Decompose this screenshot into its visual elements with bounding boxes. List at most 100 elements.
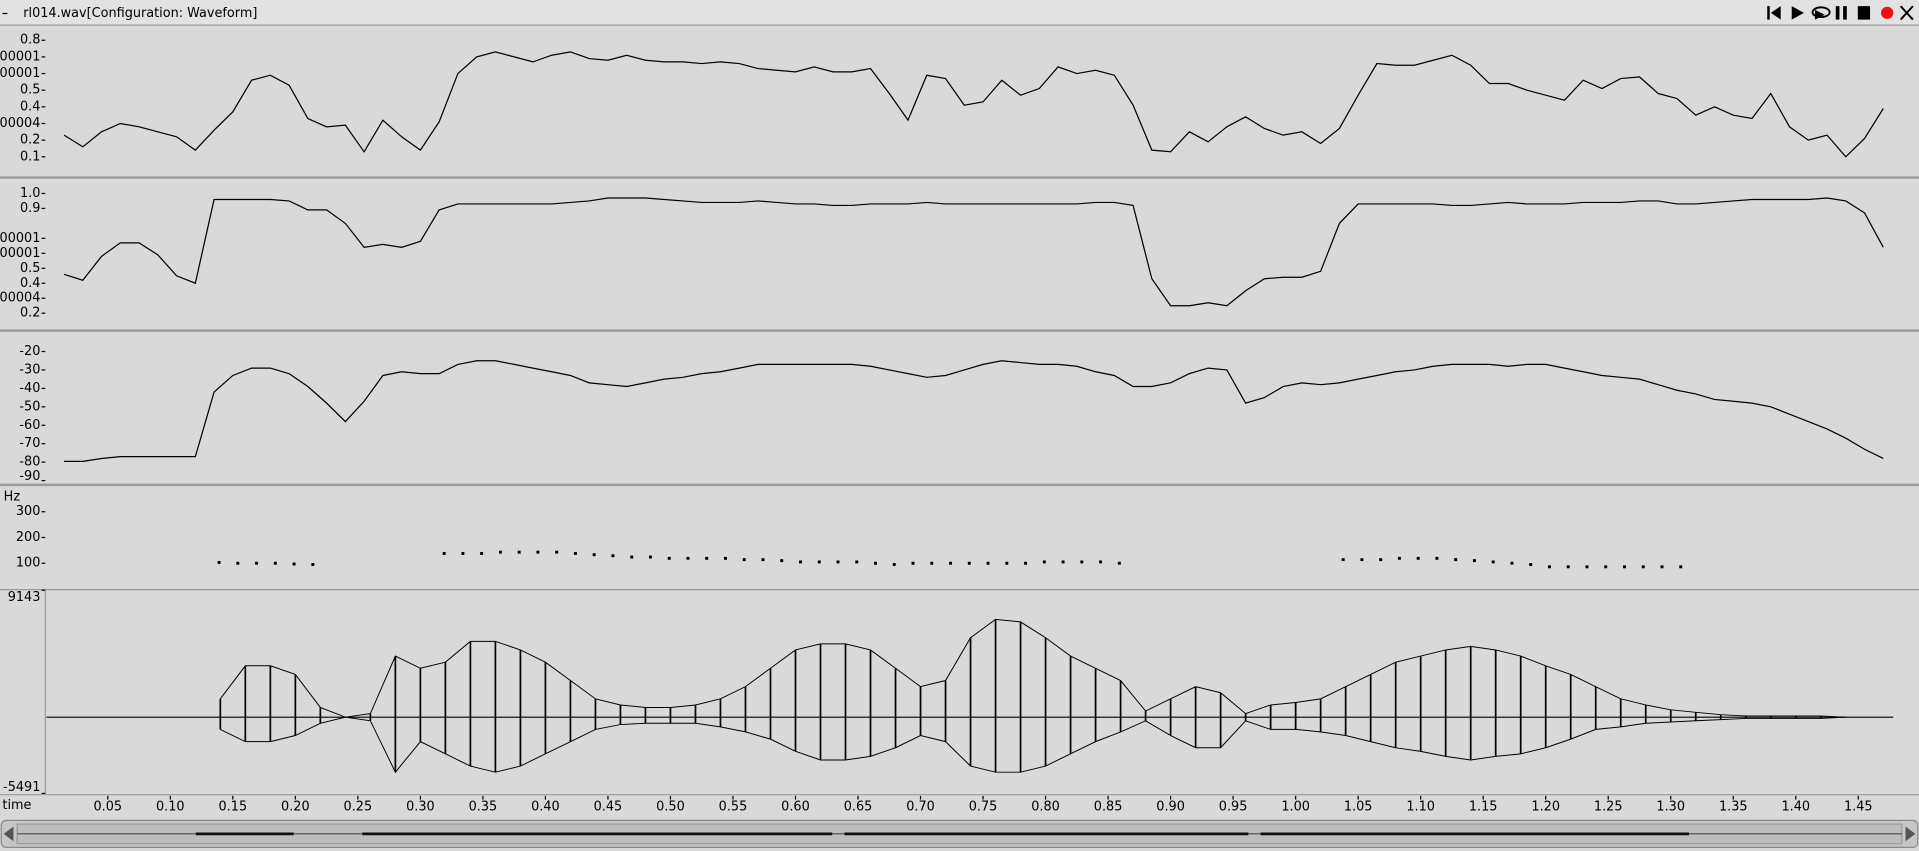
play-button[interactable] bbox=[1791, 6, 1804, 20]
pitch-point bbox=[892, 563, 896, 566]
pitch-point bbox=[1024, 561, 1028, 565]
y-tick-label: 0.4 bbox=[20, 276, 40, 291]
pitch-point bbox=[536, 550, 540, 554]
pitch-point bbox=[817, 560, 821, 564]
y-tick-label: 00004 bbox=[0, 291, 40, 306]
pitch-point bbox=[1099, 560, 1103, 564]
pitch-point bbox=[742, 558, 746, 562]
y-tick-label: 00001 bbox=[0, 66, 40, 81]
x-tick-label: 0.05 bbox=[93, 799, 122, 814]
loop-button[interactable] bbox=[1811, 6, 1831, 20]
x-tick-label: 1.05 bbox=[1344, 799, 1373, 814]
y-tick-label: 00001 bbox=[0, 246, 40, 261]
pitch-point bbox=[1397, 556, 1401, 560]
x-tick-label: 1.45 bbox=[1844, 799, 1873, 814]
pitch-point bbox=[1080, 560, 1084, 564]
y-tick-label: -80 bbox=[19, 455, 40, 470]
x-tick-label: 1.10 bbox=[1406, 799, 1435, 814]
scroll-left-arrow[interactable] bbox=[3, 826, 14, 842]
loop-arrow bbox=[1814, 9, 1825, 20]
y-tick-label: 0.2 bbox=[20, 133, 40, 148]
pitch-point bbox=[1472, 559, 1476, 563]
x-tick-label: 0.75 bbox=[969, 799, 998, 814]
x-tick-label: 0.80 bbox=[1031, 799, 1060, 814]
x-tick-label: 0.95 bbox=[1219, 799, 1248, 814]
transport-controls bbox=[1767, 5, 1914, 21]
pitch-point bbox=[1416, 556, 1420, 560]
pitch-point bbox=[1510, 561, 1514, 565]
x-tick-label: 0.65 bbox=[844, 799, 873, 814]
pitch-point bbox=[1660, 565, 1664, 569]
pause-button[interactable] bbox=[1835, 6, 1847, 20]
x-tick-label: 1.40 bbox=[1781, 799, 1810, 814]
pitch-point bbox=[573, 551, 577, 555]
y-tick-label: 0.9 bbox=[20, 201, 40, 216]
pitch-point bbox=[799, 560, 802, 564]
y-tick-label: 00001 bbox=[0, 231, 40, 246]
pitch-point bbox=[1454, 558, 1458, 562]
x-tick-label: 1.25 bbox=[1594, 799, 1623, 814]
pitch-point bbox=[442, 551, 446, 555]
pitch-point bbox=[1585, 565, 1589, 569]
pitch-point bbox=[686, 556, 690, 560]
pitch-point bbox=[311, 563, 315, 566]
y-tick-label: 0.5 bbox=[20, 261, 40, 276]
y-tick-label: 9143 bbox=[8, 590, 41, 605]
y-tick-label: -20 bbox=[19, 344, 40, 359]
pitch-point bbox=[1435, 556, 1439, 560]
close-button[interactable] bbox=[1899, 5, 1914, 21]
x-tick-label: 0.70 bbox=[906, 799, 935, 814]
time-axis-label: time bbox=[2, 798, 31, 813]
panels bbox=[0, 176, 1919, 796]
y-tick-label: 00004 bbox=[0, 116, 40, 131]
pitch-point bbox=[1005, 561, 1009, 565]
pitch-point bbox=[555, 550, 559, 554]
y-tick-label: 0.2 bbox=[20, 306, 40, 321]
pitch-point bbox=[498, 550, 502, 554]
scrollbar[interactable] bbox=[0, 819, 1919, 848]
pitch-point bbox=[1061, 560, 1065, 564]
pitch-point bbox=[705, 556, 709, 560]
y-tick-label: 300 bbox=[16, 504, 41, 519]
pitch-point bbox=[480, 551, 484, 555]
waveform-envelope bbox=[219, 618, 1846, 718]
stop-button[interactable] bbox=[1857, 6, 1871, 20]
rewind-button[interactable] bbox=[1767, 6, 1781, 20]
pitch-point bbox=[648, 555, 652, 559]
scroll-right-arrow[interactable] bbox=[1905, 826, 1916, 842]
loop-ring bbox=[1811, 6, 1831, 19]
pitch-point bbox=[611, 554, 615, 558]
pitch-point bbox=[1566, 565, 1570, 569]
window-title: rl014.wav[Configuration: Waveform] bbox=[23, 6, 257, 21]
x-tick-label: 0.10 bbox=[156, 799, 185, 814]
x-tick-label: 1.30 bbox=[1656, 799, 1685, 814]
pitch-point bbox=[986, 561, 990, 565]
y-tick-label: 1.0 bbox=[20, 186, 40, 201]
pitch-point bbox=[930, 561, 934, 565]
y-tick-label: 100 bbox=[16, 556, 41, 571]
pitch-point bbox=[949, 561, 953, 565]
pitch-point bbox=[1547, 565, 1551, 569]
pitch-point bbox=[1360, 558, 1364, 562]
x-tick-label: 1.35 bbox=[1719, 799, 1748, 814]
pitch-point bbox=[855, 560, 859, 564]
pitch-point bbox=[517, 550, 521, 554]
rewind-arrow bbox=[1770, 6, 1781, 20]
y-tick-label: -5491 bbox=[3, 780, 40, 795]
pitch-point bbox=[273, 561, 277, 565]
y-tick-label: 200 bbox=[16, 530, 41, 545]
pitch-point bbox=[780, 559, 784, 563]
y-tick-label: -50 bbox=[19, 399, 40, 414]
record-button[interactable] bbox=[1881, 6, 1894, 19]
x-tick-label: 0.45 bbox=[594, 799, 623, 814]
pause-bar bbox=[1835, 6, 1840, 20]
pitch-point bbox=[1529, 563, 1533, 566]
pitch-point bbox=[667, 556, 671, 560]
pitch-point bbox=[255, 561, 259, 565]
x-tick-label: 1.15 bbox=[1469, 799, 1498, 814]
x-tick-label: 0.30 bbox=[406, 799, 435, 814]
data-line bbox=[63, 197, 1884, 307]
